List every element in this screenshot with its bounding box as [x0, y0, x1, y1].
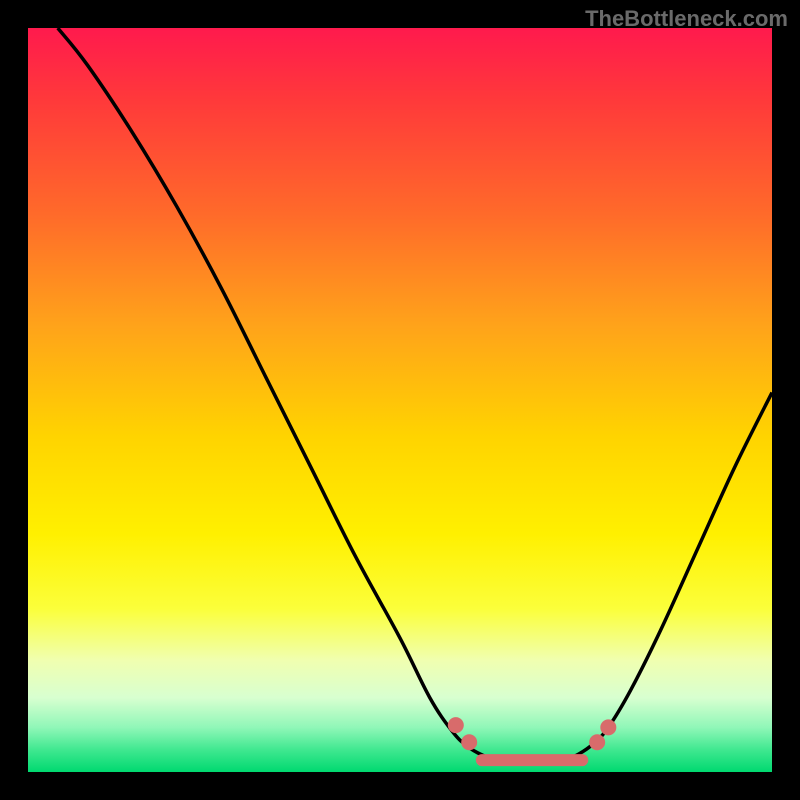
marker-dot	[448, 717, 464, 733]
plot-background	[28, 28, 772, 772]
watermark-text: TheBottleneck.com	[585, 6, 788, 32]
marker-dot	[589, 734, 605, 750]
marker-dot	[461, 734, 477, 750]
marker-dot	[600, 719, 616, 735]
chart-svg	[0, 0, 800, 800]
